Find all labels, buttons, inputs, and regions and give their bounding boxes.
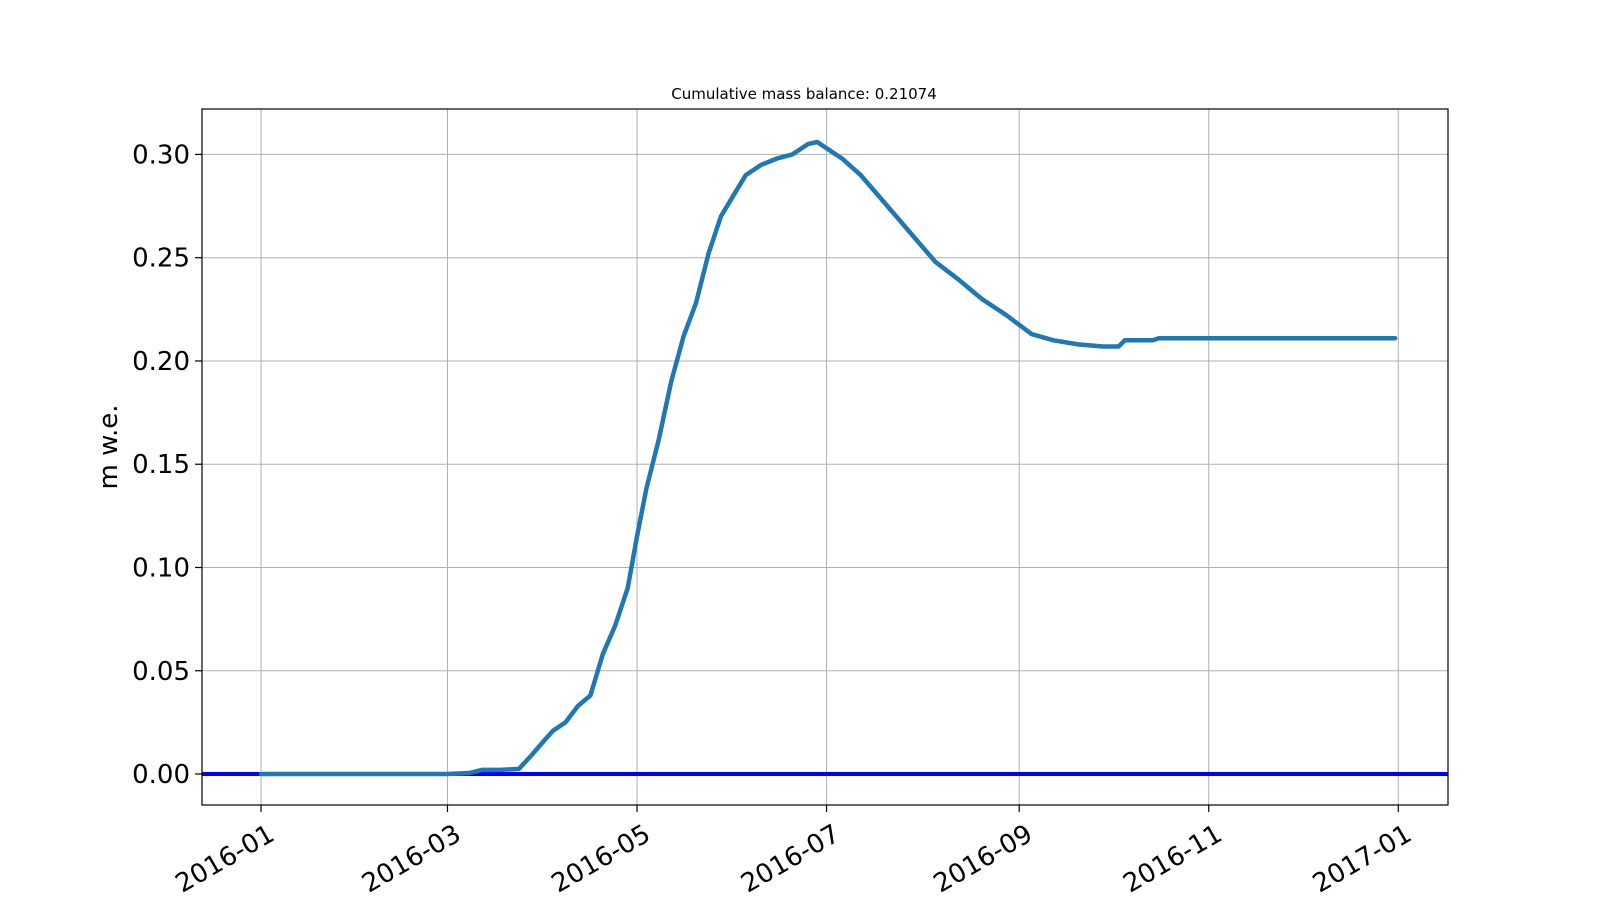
x-tick-label: 2016-05 bbox=[547, 819, 656, 899]
y-tick-label: 0.10 bbox=[132, 553, 190, 583]
x-tick-label: 2016-01 bbox=[171, 819, 280, 899]
x-tick-label: 2016-09 bbox=[929, 819, 1038, 899]
grid bbox=[202, 109, 1448, 805]
y-tick-label: 0.20 bbox=[132, 347, 190, 377]
y-axis-label: m w.e. bbox=[94, 405, 124, 490]
series-line-0 bbox=[258, 139, 1398, 777]
y-tick-label: 0.00 bbox=[132, 760, 190, 790]
chart-title: Cumulative mass balance: 0.21074 bbox=[671, 85, 937, 103]
y-tick-label: 0.25 bbox=[132, 244, 190, 274]
y-tick-label: 0.05 bbox=[132, 657, 190, 687]
x-tick-label: 2017-01 bbox=[1308, 819, 1417, 899]
plot-area-border bbox=[201, 108, 1449, 806]
plot-frame bbox=[201, 108, 1449, 806]
y-tick-label: 0.30 bbox=[132, 140, 190, 170]
y-tick-label: 0.15 bbox=[132, 450, 190, 480]
x-tick-label: 2016-11 bbox=[1118, 819, 1227, 899]
ticks: 0.00 0.05 0.10 0.15 0.20 0.25 0.30 2016-01 2016-… bbox=[132, 140, 1417, 899]
x-tick-label: 2016-03 bbox=[357, 819, 466, 899]
series-lines bbox=[202, 139, 1448, 777]
x-tick-label: 2016-07 bbox=[736, 819, 845, 899]
